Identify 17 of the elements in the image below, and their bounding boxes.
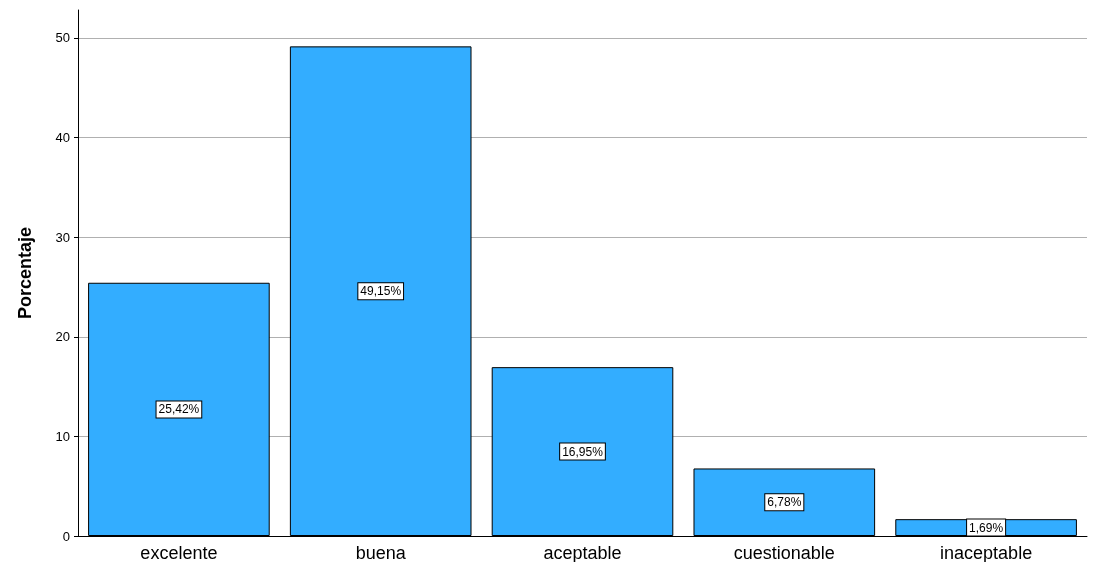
data-label: 1,69% [969, 520, 1004, 535]
x-tick-label: excelente [140, 543, 218, 563]
y-tick-label: 30 [55, 229, 70, 245]
x-tick-label: aceptable [543, 543, 622, 563]
y-axis-title: Porcentaje [15, 226, 35, 320]
data-label: 49,15% [360, 284, 402, 299]
x-tick-label: cuestionable [733, 543, 835, 563]
data-label: 16,95% [562, 444, 604, 459]
data-label: 25,42% [158, 402, 200, 417]
y-tick-label: 20 [55, 329, 70, 345]
y-tick-label: 10 [55, 428, 70, 444]
y-tick-label: 40 [55, 130, 70, 146]
x-tick-label: buena [355, 543, 407, 563]
data-label: 6,78% [767, 495, 802, 510]
y-tick-label: 50 [55, 30, 70, 46]
y-tick-label: 0 [62, 528, 70, 544]
x-tick-label: inaceptable [940, 543, 1033, 563]
